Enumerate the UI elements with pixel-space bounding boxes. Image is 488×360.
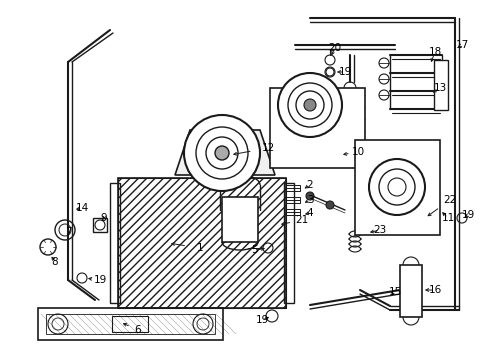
Text: 18: 18	[427, 47, 441, 57]
Text: 13: 13	[432, 83, 446, 93]
Circle shape	[215, 146, 228, 160]
Circle shape	[304, 99, 315, 111]
Text: 9: 9	[101, 213, 107, 223]
Bar	[285, 185, 299, 191]
Bar	[285, 209, 299, 215]
Text: 10: 10	[351, 147, 364, 157]
Circle shape	[368, 159, 424, 215]
Text: 12: 12	[261, 143, 274, 153]
Text: 6: 6	[134, 325, 141, 335]
Text: 19: 19	[93, 275, 106, 285]
Text: 19: 19	[338, 67, 351, 77]
Polygon shape	[175, 130, 274, 175]
Bar	[399, 265, 421, 317]
Circle shape	[325, 201, 333, 209]
Text: 21: 21	[295, 215, 308, 225]
Text: 17: 17	[454, 40, 468, 50]
Text: 19: 19	[461, 210, 474, 220]
Bar	[118, 178, 285, 308]
Bar	[112, 316, 148, 332]
Text: 15: 15	[387, 287, 401, 297]
Text: 2: 2	[306, 180, 313, 190]
Bar	[46, 314, 215, 334]
Circle shape	[278, 73, 341, 137]
Bar	[222, 197, 258, 242]
Text: 5: 5	[251, 245, 258, 255]
Text: 20: 20	[328, 43, 341, 53]
Text: 11: 11	[441, 213, 454, 223]
Bar	[354, 140, 439, 235]
Bar	[433, 60, 447, 110]
Circle shape	[305, 192, 313, 200]
Text: 8: 8	[52, 257, 58, 267]
Text: 22: 22	[443, 195, 456, 205]
Text: 19: 19	[255, 315, 268, 325]
Bar	[93, 218, 107, 232]
Text: 16: 16	[427, 285, 441, 295]
Text: 7: 7	[64, 227, 71, 237]
Text: 14: 14	[75, 203, 88, 213]
Text: 3: 3	[306, 195, 313, 205]
Bar	[110, 183, 120, 303]
Bar	[118, 178, 285, 308]
Text: 23: 23	[373, 225, 386, 235]
Bar	[38, 308, 223, 340]
Bar	[269, 88, 364, 168]
Text: 4: 4	[306, 208, 313, 218]
Bar	[285, 197, 299, 203]
Bar	[284, 183, 293, 303]
Text: 1: 1	[196, 243, 203, 253]
Circle shape	[183, 115, 260, 191]
